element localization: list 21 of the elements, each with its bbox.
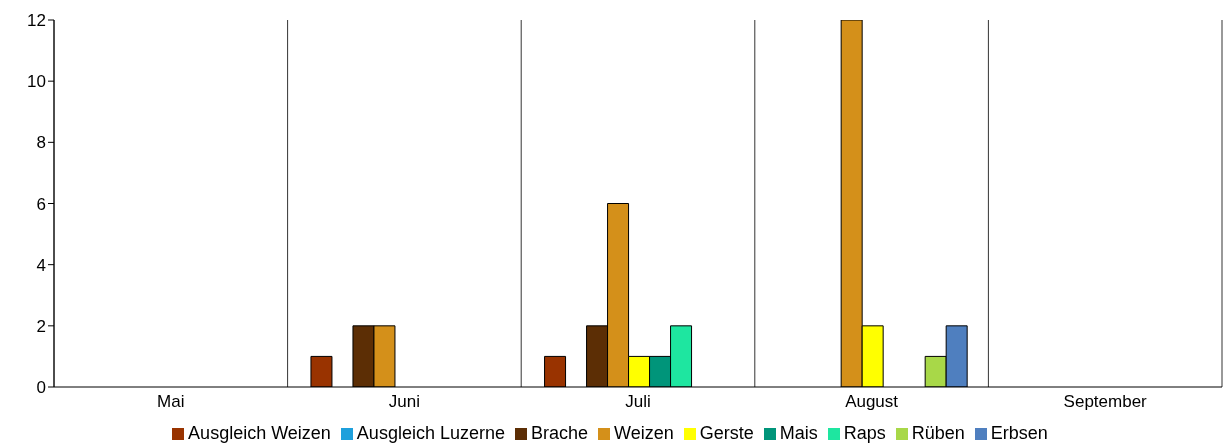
legend-label: Raps	[843, 423, 886, 443]
y-tick-label: 8	[36, 133, 46, 153]
y-tick-label: 0	[36, 378, 46, 398]
y-tick-label: 10	[27, 72, 46, 92]
y-tick-label: 4	[36, 255, 46, 275]
x-tick-label: September	[1063, 392, 1148, 412]
x-tick-label: Juni	[388, 392, 420, 412]
y-tick-label: 2	[36, 316, 46, 336]
legend-label: Ausgleich Luzerne	[356, 423, 505, 443]
x-tick-label: Juli	[625, 392, 651, 412]
x-tick-label: August	[845, 392, 899, 412]
y-tick-label: 12	[27, 11, 46, 31]
legend-label: Weizen	[614, 423, 674, 443]
legend-label: Brache	[530, 423, 589, 443]
y-tick-label: 6	[36, 194, 46, 214]
legend-label: Gerste	[699, 423, 754, 443]
x-tick-label: Mai	[157, 392, 185, 412]
legend-label: Rüben	[911, 423, 965, 443]
legend-label: Ausgleich Weizen	[188, 423, 331, 443]
legend-label: Mais	[779, 423, 818, 443]
legend-label: Erbsen	[990, 423, 1048, 443]
